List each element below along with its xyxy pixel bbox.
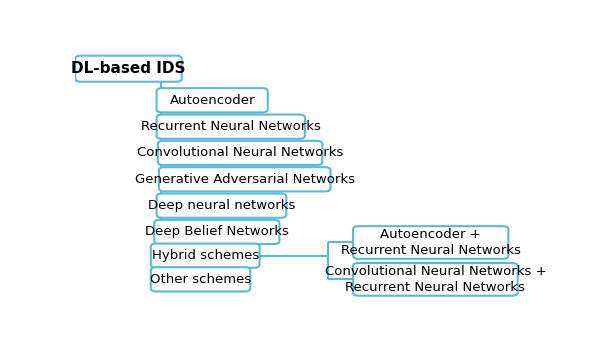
FancyBboxPatch shape xyxy=(154,220,280,244)
Text: Generative Adversarial Networks: Generative Adversarial Networks xyxy=(135,173,355,186)
FancyBboxPatch shape xyxy=(151,267,250,291)
FancyBboxPatch shape xyxy=(353,263,518,296)
FancyBboxPatch shape xyxy=(157,115,305,139)
Text: Convolutional Neural Networks: Convolutional Neural Networks xyxy=(137,146,343,159)
FancyBboxPatch shape xyxy=(151,244,260,268)
FancyBboxPatch shape xyxy=(75,56,182,82)
FancyBboxPatch shape xyxy=(158,141,322,165)
Text: Autoencoder +
Recurrent Neural Networks: Autoencoder + Recurrent Neural Networks xyxy=(341,228,521,257)
FancyBboxPatch shape xyxy=(157,194,286,218)
Text: Deep Belief Networks: Deep Belief Networks xyxy=(145,225,289,238)
Text: Other schemes: Other schemes xyxy=(150,273,251,286)
Text: Recurrent Neural Networks: Recurrent Neural Networks xyxy=(141,120,321,133)
Text: Convolutional Neural Networks +
Recurrent Neural Networks: Convolutional Neural Networks + Recurren… xyxy=(325,265,546,294)
Text: Hybrid schemes: Hybrid schemes xyxy=(152,249,259,262)
FancyBboxPatch shape xyxy=(353,226,508,259)
Text: DL-based IDS: DL-based IDS xyxy=(71,61,186,76)
Text: Autoencoder: Autoencoder xyxy=(169,94,255,107)
FancyBboxPatch shape xyxy=(159,167,331,192)
FancyBboxPatch shape xyxy=(157,88,268,113)
Text: Deep neural networks: Deep neural networks xyxy=(148,199,295,212)
